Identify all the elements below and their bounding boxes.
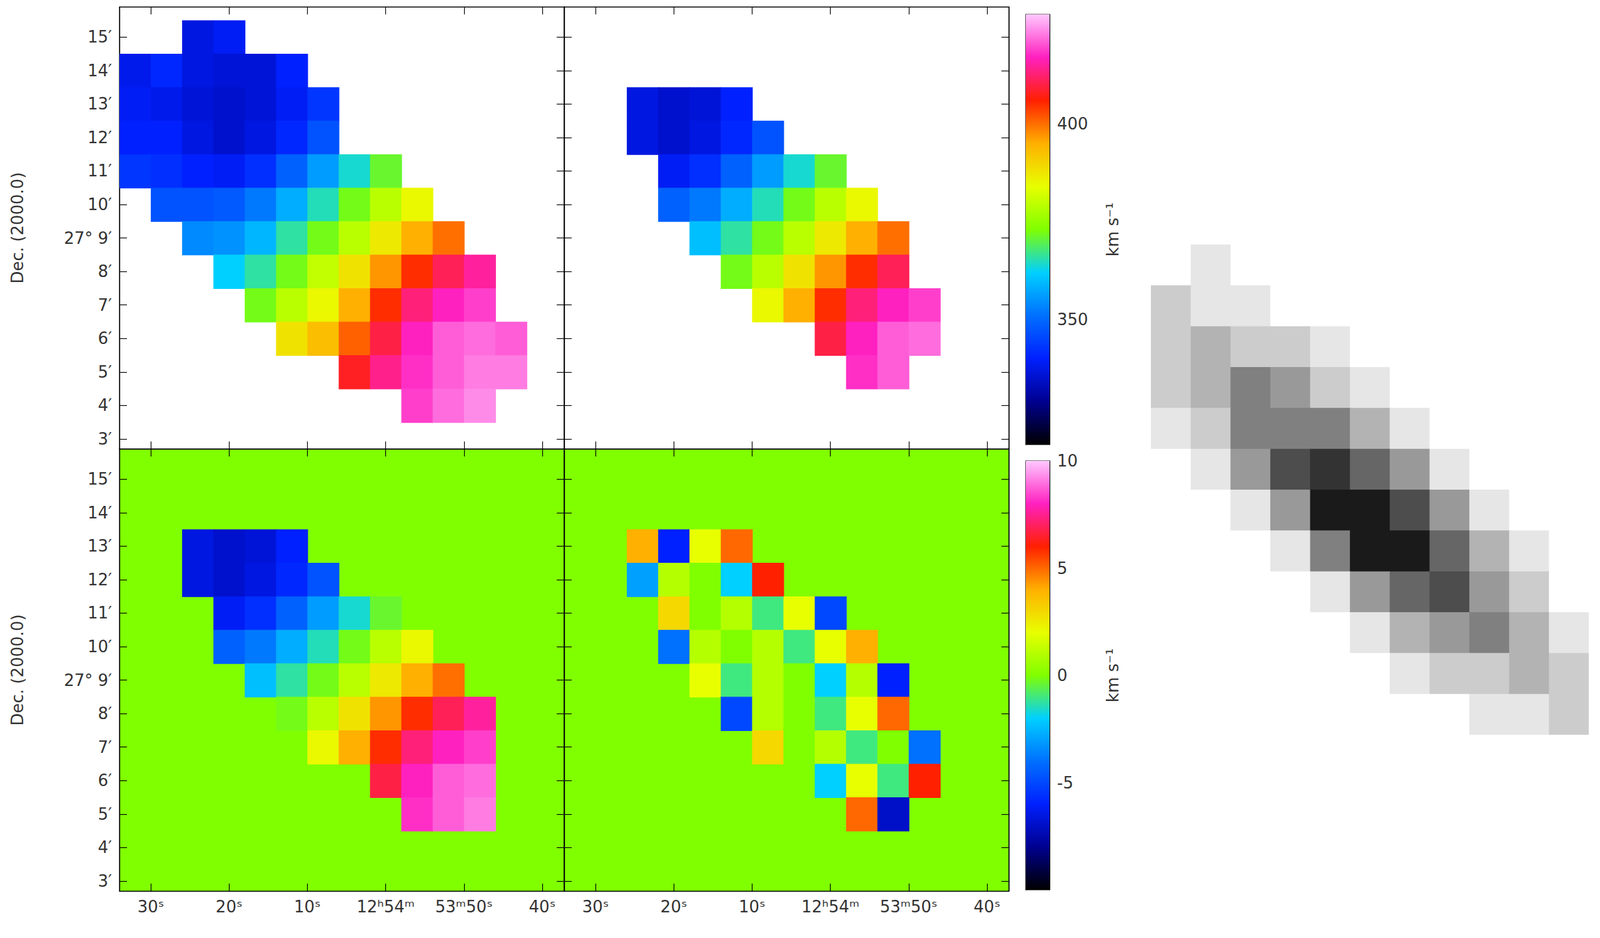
svg-text:0: 0 [1057, 666, 1068, 685]
svg-text:Dec. (2000.0): Dec. (2000.0) [8, 614, 27, 726]
svg-text:11′: 11′ [87, 161, 112, 181]
svg-text:15′: 15′ [87, 469, 112, 489]
svg-text:27° 9′: 27° 9′ [63, 228, 112, 248]
svg-text:8′: 8′ [98, 704, 113, 724]
svg-text:12ʰ54ᵐ: 12ʰ54ᵐ [801, 897, 860, 917]
svg-text:12′: 12′ [87, 128, 112, 147]
svg-text:14′: 14′ [87, 503, 112, 523]
svg-text:30ˢ: 30ˢ [137, 897, 165, 917]
svg-text:8′: 8′ [98, 262, 113, 281]
svg-text:10: 10 [1057, 451, 1078, 471]
svg-text:15′: 15′ [87, 27, 112, 47]
svg-text:3′: 3′ [98, 871, 113, 891]
svg-text:-5: -5 [1057, 773, 1074, 793]
svg-text:13′: 13′ [87, 536, 112, 556]
svg-text:400: 400 [1057, 114, 1089, 134]
svg-text:350: 350 [1057, 310, 1089, 330]
svg-text:10ˢ: 10ˢ [738, 897, 766, 917]
svg-text:27° 9′: 27° 9′ [63, 671, 112, 690]
svg-text:14′: 14′ [87, 61, 112, 81]
svg-text:10′: 10′ [87, 195, 112, 214]
svg-text:10ˢ: 10ˢ [293, 897, 321, 917]
svg-text:10′: 10′ [87, 637, 112, 657]
svg-text:7′: 7′ [98, 295, 113, 315]
svg-text:5: 5 [1057, 559, 1068, 578]
svg-text:km s⁻¹: km s⁻¹ [1103, 648, 1123, 703]
svg-text:53ᵐ50ˢ: 53ᵐ50ˢ [880, 897, 938, 917]
svg-text:13′: 13′ [87, 94, 112, 114]
svg-text:53ᵐ50ˢ: 53ᵐ50ˢ [435, 897, 493, 917]
svg-text:12ʰ54ᵐ: 12ʰ54ᵐ [356, 897, 415, 917]
svg-text:5′: 5′ [98, 362, 113, 382]
svg-text:6′: 6′ [98, 329, 113, 348]
svg-text:Dec. (2000.0): Dec. (2000.0) [8, 172, 27, 284]
svg-text:4′: 4′ [98, 838, 113, 857]
svg-text:5′: 5′ [98, 805, 113, 824]
svg-text:40ˢ: 40ˢ [973, 897, 1001, 917]
svg-text:40ˢ: 40ˢ [529, 897, 557, 917]
svg-text:3′: 3′ [98, 429, 113, 449]
svg-text:12′: 12′ [87, 570, 112, 590]
svg-text:km s⁻¹: km s⁻¹ [1103, 202, 1123, 257]
svg-text:6′: 6′ [98, 771, 113, 790]
svg-text:30ˢ: 30ˢ [582, 897, 610, 917]
svg-text:7′: 7′ [98, 738, 113, 757]
svg-text:20ˢ: 20ˢ [215, 897, 243, 917]
svg-text:11′: 11′ [87, 603, 112, 623]
svg-text:4′: 4′ [98, 395, 113, 415]
svg-text:20ˢ: 20ˢ [660, 897, 688, 917]
